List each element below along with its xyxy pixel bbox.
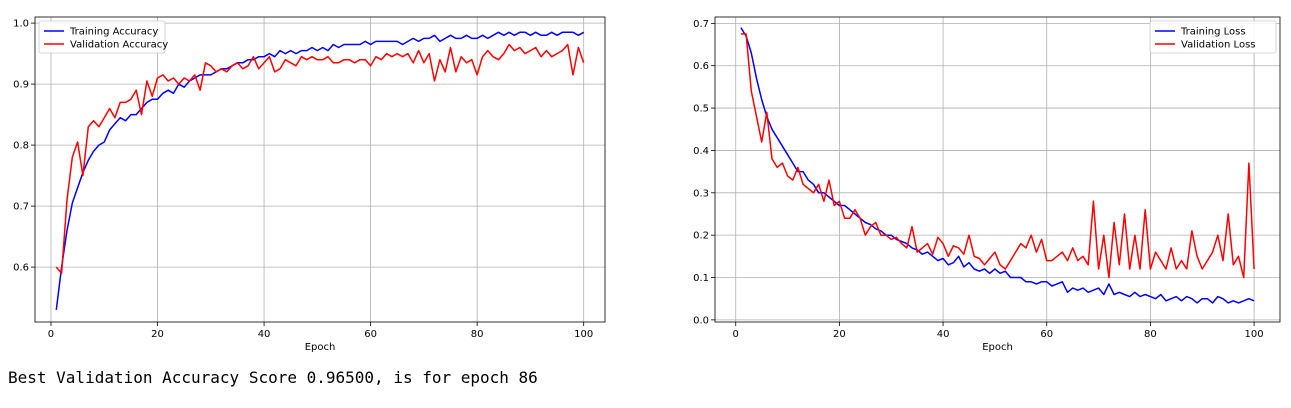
y-tick: 1.0 [13, 19, 35, 30]
x-tick: 80 [1144, 322, 1157, 340]
y-tick-label: 1.0 [13, 19, 29, 30]
y-tick-label: 0.2 [693, 231, 709, 242]
x-tick-label: 60 [1040, 329, 1053, 340]
x-tick: 40 [937, 322, 950, 340]
y-tick: 0.6 [693, 61, 715, 72]
x-tick-label: 20 [833, 329, 846, 340]
series-line-validation-accuracy [55, 43, 585, 274]
y-tick-label: 0.7 [693, 19, 709, 30]
y-tick: 0.0 [693, 315, 715, 326]
y-tick: 0.5 [693, 104, 715, 115]
output-text: Best Validation Accuracy Score 0.96500, … [8, 368, 538, 387]
accuracy-chart: 0 20 40 60 80 100 0.6 0.7 0.8 0.9 1.0 Epoch Training… [13, 16, 606, 353]
x-tick-label: 40 [258, 329, 271, 340]
y-tick-label: 0.1 [693, 273, 709, 284]
x-axis-label: Epoch [982, 342, 1013, 353]
legend-label: Validation Accuracy [70, 40, 168, 51]
y-tick: 0.1 [693, 273, 715, 284]
x-tick: 20 [151, 322, 164, 340]
x-tick: 20 [833, 322, 846, 340]
grid [715, 17, 1280, 322]
x-tick: 80 [471, 322, 484, 340]
x-tick-label: 0 [48, 329, 54, 340]
x-axis-label: Epoch [305, 342, 336, 353]
grid [35, 17, 605, 322]
y-tick: 0.7 [693, 19, 715, 30]
x-tick-label: 40 [937, 329, 950, 340]
y-tick: 0.8 [13, 141, 35, 152]
y-tick: 0.9 [13, 80, 35, 91]
y-tick: 0.4 [693, 146, 715, 157]
x-tick: 60 [1040, 322, 1053, 340]
y-tick-label: 0.8 [13, 141, 29, 152]
y-tick-label: 0.4 [693, 146, 709, 157]
x-tick-label: 20 [151, 329, 164, 340]
legend: Training Loss Validation Loss [1149, 20, 1277, 54]
series-line-training-loss [740, 27, 1255, 304]
x-tick-label: 80 [1144, 329, 1157, 340]
series-line-validation-loss [740, 33, 1255, 279]
legend: Training Accuracy Validation Accuracy [38, 20, 168, 54]
x-tick: 100 [1245, 322, 1264, 340]
loss-chart: 0 20 40 60 80 100 0.0 0.1 0.2 0.3 0.4 0.5 0.6 0.7 Epoc… [693, 16, 1281, 353]
x-tick: 40 [258, 322, 271, 340]
y-tick-label: 0.5 [693, 104, 709, 115]
y-tick-label: 0.6 [13, 263, 29, 274]
x-tick-label: 60 [364, 329, 377, 340]
y-tick: 0.7 [13, 202, 35, 213]
x-tick: 60 [364, 322, 377, 340]
x-tick-label: 0 [733, 329, 739, 340]
x-tick-label: 80 [471, 329, 484, 340]
x-tick: 0 [48, 322, 54, 340]
x-tick-label: 100 [1245, 329, 1264, 340]
y-tick-label: 0.9 [13, 80, 29, 91]
series-line-training-accuracy [55, 31, 585, 310]
x-tick-label: 100 [574, 329, 593, 340]
y-tick-label: 0.3 [693, 188, 709, 199]
legend-box [1149, 20, 1277, 54]
y-tick: 0.6 [13, 263, 35, 274]
legend-box [38, 20, 166, 54]
x-tick: 0 [733, 322, 739, 340]
x-tick: 100 [574, 322, 593, 340]
legend-label: Validation Loss [1181, 40, 1256, 51]
legend-label: Training Loss [1180, 27, 1246, 38]
y-tick-label: 0.0 [693, 315, 709, 326]
y-tick-label: 0.7 [13, 202, 29, 213]
y-tick: 0.2 [693, 231, 715, 242]
y-tick-label: 0.6 [693, 61, 709, 72]
plot-frame [34, 16, 606, 323]
y-tick: 0.3 [693, 188, 715, 199]
plot-frame [714, 16, 1281, 323]
legend-label: Training Accuracy [69, 27, 158, 38]
